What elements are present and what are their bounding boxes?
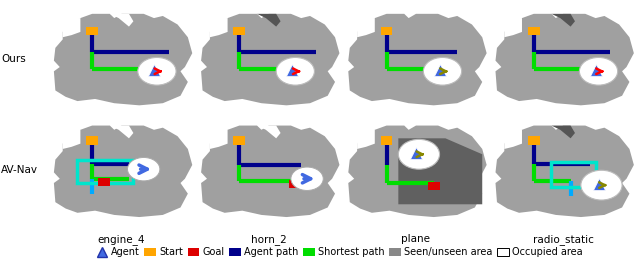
Bar <box>234 136 245 145</box>
Circle shape <box>579 57 618 85</box>
Bar <box>234 27 245 35</box>
Polygon shape <box>357 130 375 149</box>
Polygon shape <box>210 130 228 149</box>
Text: horn_2: horn_2 <box>251 234 287 245</box>
Text: AV-Nav: AV-Nav <box>1 165 38 175</box>
Bar <box>86 27 98 35</box>
Polygon shape <box>504 130 522 149</box>
Polygon shape <box>63 130 81 149</box>
Polygon shape <box>398 138 483 204</box>
Bar <box>381 27 392 35</box>
Polygon shape <box>54 126 192 217</box>
Polygon shape <box>63 18 81 37</box>
Bar <box>552 162 596 187</box>
Polygon shape <box>495 14 634 105</box>
Polygon shape <box>54 14 192 105</box>
Circle shape <box>398 139 440 169</box>
Text: Ours: Ours <box>1 53 26 64</box>
Polygon shape <box>210 18 228 37</box>
Polygon shape <box>201 14 339 105</box>
Bar <box>528 136 540 145</box>
Text: plane: plane <box>401 234 431 244</box>
Bar <box>98 178 110 186</box>
Bar <box>428 182 440 190</box>
Polygon shape <box>110 14 133 27</box>
Circle shape <box>127 157 160 181</box>
Polygon shape <box>348 126 486 217</box>
Circle shape <box>276 57 314 85</box>
Polygon shape <box>495 126 634 217</box>
Polygon shape <box>110 126 133 138</box>
Circle shape <box>291 167 323 190</box>
Circle shape <box>138 57 176 85</box>
Polygon shape <box>504 18 522 37</box>
Bar <box>77 160 133 183</box>
Text: engine_4: engine_4 <box>98 234 145 245</box>
Polygon shape <box>348 14 486 105</box>
Polygon shape <box>552 14 575 27</box>
Circle shape <box>424 57 461 85</box>
Text: radio_static: radio_static <box>532 234 594 245</box>
Polygon shape <box>257 126 280 138</box>
Polygon shape <box>357 18 375 37</box>
Bar <box>289 180 301 188</box>
Bar <box>381 136 392 145</box>
Legend: Agent, Start, Goal, Agent path, Shortest path, Seen/unseen area, Occupied area: Agent, Start, Goal, Agent path, Shortest… <box>92 243 586 261</box>
Bar <box>528 27 540 35</box>
Polygon shape <box>201 126 339 217</box>
Bar <box>86 136 98 145</box>
Polygon shape <box>552 126 575 138</box>
Polygon shape <box>257 14 280 27</box>
Circle shape <box>581 170 622 200</box>
